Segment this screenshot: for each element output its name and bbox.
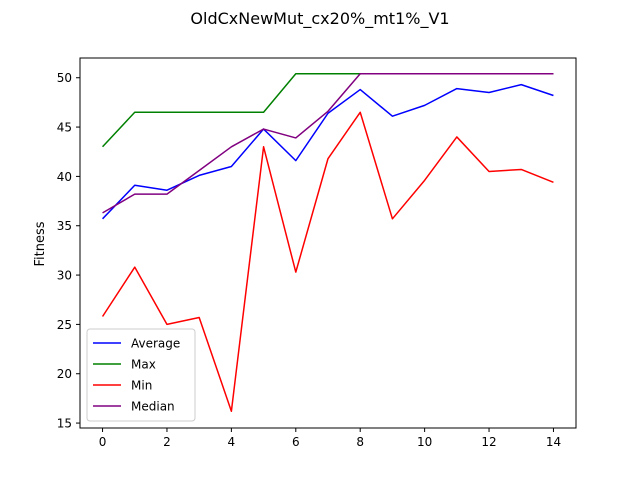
series-line-median: [102, 73, 554, 214]
x-axis: 0 2 4 6 8 10 12 14: [99, 428, 561, 449]
y-axis: 15 20 25 30 35 40 45 50: [57, 71, 80, 431]
legend-label-max: Max: [131, 358, 156, 372]
plot-frame: [79, 57, 577, 429]
series-line-min: [101, 111, 554, 412]
legend: Average Max Min Median: [86, 328, 196, 422]
x-tick-label: 12: [481, 435, 496, 449]
x-tick-label: 0: [99, 435, 107, 449]
y-tick-label: 35: [57, 219, 72, 233]
y-tick-label: 25: [57, 318, 72, 332]
x-tick-label: 10: [417, 435, 432, 449]
x-tick-label: 4: [228, 435, 236, 449]
y-tick-label: 20: [57, 367, 72, 381]
x-tick-label: 8: [356, 435, 364, 449]
x-tick-label: 2: [163, 435, 171, 449]
y-tick-label: 45: [57, 121, 72, 135]
legend-label-average: Average: [131, 337, 180, 351]
y-tick-label: 30: [57, 269, 72, 283]
legend-label-median: Median: [131, 400, 175, 414]
legend-box: [86, 328, 196, 422]
y-tick-label: 50: [57, 71, 72, 85]
x-tick-label: 14: [546, 435, 561, 449]
y-tick-label: 40: [57, 170, 72, 184]
series-layer: [101, 73, 554, 412]
x-tick-label: 6: [292, 435, 300, 449]
series-line-average: [102, 83, 554, 220]
y-tick-label: 15: [57, 417, 72, 431]
chart-title: OldCxNewMut_cx20%_mt1%_V1: [190, 9, 449, 29]
legend-label-min: Min: [131, 379, 152, 393]
y-axis-label: Fitness: [33, 221, 48, 266]
